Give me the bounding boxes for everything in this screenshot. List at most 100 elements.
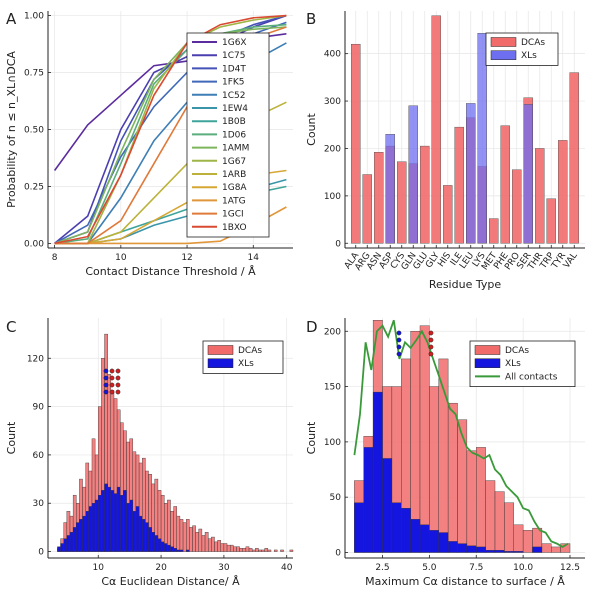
hist-bar-DCAs: [242, 548, 247, 552]
y-axis-label: Count: [305, 421, 318, 454]
bar-DCAs-TYR: [558, 140, 568, 244]
x-tick-label: VAL: [562, 251, 580, 270]
hist-bar-DCAs: [236, 546, 240, 552]
legend-label: 1C52: [222, 91, 245, 101]
hist-bar-XLs: [513, 551, 524, 553]
bar-DCAs-GLU: [420, 145, 430, 244]
hist-bar-DCAs: [255, 548, 259, 552]
hist-bar-XLs: [82, 515, 86, 552]
hist-bar-XLs: [167, 544, 171, 552]
hist-bar-DCAs: [217, 540, 221, 552]
hist-bar-XLs: [132, 511, 137, 552]
hist-bar-XLs: [116, 486, 121, 552]
bar-DCAs-THR: [535, 148, 545, 244]
x-axis-label: Maximum Cα distance to surface / Å: [365, 575, 565, 588]
hist-bar-DCAs: [248, 548, 253, 552]
legend-label: XLs: [521, 51, 537, 61]
x-tick-label: 8: [52, 253, 58, 263]
hist-bar-DCAs: [189, 527, 193, 552]
bar-DCAs-ALA: [351, 43, 361, 244]
x-tick-label: 12: [181, 253, 192, 263]
hist-bar-XLs: [129, 499, 134, 552]
bar-DCAs-GLY: [431, 15, 441, 244]
marker-dot: [103, 382, 109, 388]
hist-bar-DCAs: [551, 546, 561, 553]
hist-bar-DCAs: [229, 544, 234, 552]
hist-bar-XLs: [457, 543, 468, 553]
panel-label: A: [6, 10, 17, 28]
y-tick-label: 120: [27, 354, 44, 364]
x-tick-label: 2.5: [375, 563, 389, 573]
legend-swatch: [207, 345, 234, 355]
series-line-1AMM: [54, 26, 287, 245]
hist-bar-DCAs: [264, 548, 269, 552]
hist-bar-DCAs: [195, 532, 199, 552]
bar-DCAs-TRP: [546, 198, 556, 244]
bar-DCAs-ARG: [362, 174, 372, 244]
hist-bar-DCAs: [251, 549, 256, 552]
y-tick-label: 60: [33, 451, 45, 461]
hist-bar-XLs: [382, 458, 393, 553]
hist-bar-DCAs: [226, 544, 231, 552]
hist-bar-XLs: [120, 494, 124, 552]
marker-dot: [103, 389, 109, 395]
bar-DCAs-HIS: [443, 185, 453, 244]
hist-bar-XLs: [85, 511, 90, 552]
hist-bar-XLs: [69, 532, 74, 552]
y-axis-label: Probability of n ≤ n_XL∩DCA: [5, 51, 18, 208]
bar-DCAs-PHE: [500, 125, 510, 244]
legend-swatch: [490, 50, 517, 60]
y-tick-label: 150: [324, 383, 341, 393]
legend-label: 1D4T: [222, 64, 246, 74]
hist-bar-XLs: [91, 503, 96, 552]
legend-label: 1EW4: [222, 104, 248, 114]
panel-D: 2.5 5.0 7.5 10.0 12.5 0 50 100 150 200 Maximum Cα …: [305, 318, 585, 588]
hist-bar-XLs: [157, 538, 162, 552]
y-tick-label: 0: [335, 239, 341, 249]
y-tick-label: 100: [324, 192, 341, 202]
hist-bar-XLs: [104, 483, 108, 552]
hist-bar-XLs: [160, 541, 165, 552]
hist-bar-XLs: [186, 549, 190, 552]
marker-dot: [109, 375, 115, 381]
marker-dot: [396, 330, 402, 336]
marker-dot: [115, 382, 121, 388]
hist-bar-XLs: [63, 538, 68, 552]
hist-bar-XLs: [447, 541, 458, 553]
hist-bar-XLs: [148, 527, 152, 552]
hist-bar-XLs: [126, 503, 130, 552]
hist-bar-XLs: [94, 499, 99, 552]
legend-label: 1D06: [222, 130, 246, 140]
panel-label: B: [306, 10, 316, 28]
hist-bar-XLs: [173, 548, 177, 552]
x-tick-label: 7.5: [469, 563, 483, 573]
x-axis-label: Residue Type: [429, 278, 501, 291]
hist-bar-DCAs: [273, 549, 278, 552]
hist-bar-XLs: [66, 535, 71, 552]
hist-bar-XLs: [179, 549, 184, 552]
bar-DCAs-CYS: [397, 161, 407, 244]
hist-bar-DCAs: [429, 386, 439, 553]
hist-bar-XLs: [410, 519, 421, 553]
hist-bar-XLs: [363, 447, 374, 553]
bar-DCAs-ILE: [454, 126, 464, 244]
y-tick-label: 200: [324, 144, 341, 154]
hist-bar-DCAs: [192, 525, 196, 552]
hist-bar-XLs: [170, 546, 174, 552]
legend-swatch: [490, 37, 517, 47]
x-tick-label: 12.5: [560, 563, 580, 573]
y-tick-label: 0.50: [24, 126, 44, 136]
hist-bar-DCAs: [419, 325, 430, 553]
hist-bar-DCAs: [220, 543, 225, 552]
hist-bar-XLs: [485, 550, 496, 553]
legend-label: DCAs: [238, 346, 262, 356]
hist-bar-XLs: [135, 506, 140, 552]
hist-bar-XLs: [138, 515, 143, 552]
hist-bar-DCAs: [280, 549, 284, 552]
hist-bar-XLs: [532, 546, 543, 553]
hist-bar-DCAs: [466, 450, 477, 553]
hist-bar-XLs: [72, 527, 77, 552]
x-tick-label: 10: [115, 253, 127, 263]
hist-bar-DCAs: [207, 538, 212, 552]
hist-bar-DCAs: [223, 543, 228, 552]
